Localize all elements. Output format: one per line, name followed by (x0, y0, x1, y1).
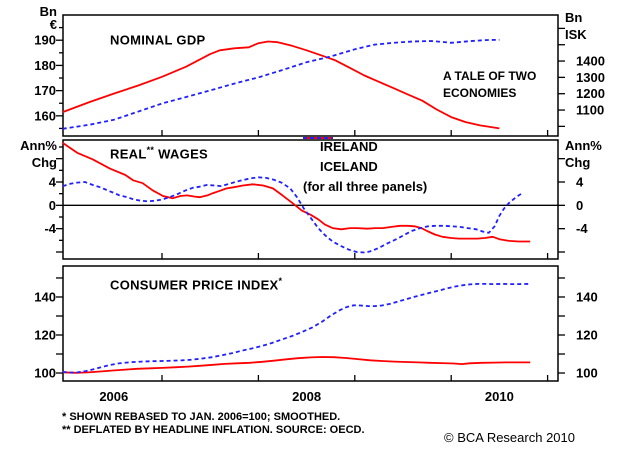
axis-tick-label: 140 (576, 289, 598, 304)
title-superscript: ** (146, 145, 155, 155)
right-axis-unit-wages: Ann% Chg (565, 137, 602, 171)
axis-tick-label: 180 (34, 58, 56, 73)
title-superscript: * (278, 276, 283, 286)
series-line-ireland (62, 356, 531, 374)
left-axis-unit-wages: Ann% Chg (0, 137, 57, 171)
series-line-iceland (62, 176, 523, 254)
axis-tick-label: 160 (34, 108, 56, 123)
axis-tick-label: 1400 (576, 54, 605, 69)
annotation-line: A TALE OF TWO (443, 69, 537, 83)
annotation-line: ECONOMIES (443, 86, 517, 100)
series-line-ireland (62, 142, 531, 243)
right-axis-unit-line: ISK (565, 27, 587, 42)
series-line-iceland (62, 282, 531, 374)
panel-title-real-wages: REAL** WAGES (110, 145, 208, 161)
title-text: REAL (110, 146, 147, 162)
left-axis-unit-gdp: Bn € (0, 5, 57, 31)
chart-annotation: A TALE OF TWO ECONOMIES (443, 68, 536, 102)
x-axis-year-label: 2010 (484, 389, 514, 404)
title-text: CONSUMER PRICE INDEX (110, 277, 279, 293)
axis-tick-label: 190 (34, 33, 56, 48)
axis-tick-label: 170 (34, 83, 56, 98)
axis-tick-label: 0 (576, 198, 583, 213)
left-axis-unit-line: Bn (39, 4, 57, 19)
footnotes: * SHOWN REBASED TO JAN. 2006=100; SMOOTH… (62, 411, 365, 437)
panel-title-cpi: CONSUMER PRICE INDEX* (110, 276, 282, 292)
axis-tick-label: -4 (576, 221, 588, 236)
legend: IRELAND ICELAND (for all three panels) (303, 136, 427, 196)
axis-tick-label: 140 (34, 289, 56, 304)
axis-tick-label: 120 (34, 328, 56, 343)
title-text: NOMINAL GDP (110, 32, 206, 48)
legend-item-ireland: IRELAND (303, 136, 427, 156)
legend-note: (for all three panels) (303, 178, 428, 194)
axis-tick-label: 100 (34, 366, 56, 381)
right-axis-unit-line: Ann% (565, 138, 602, 153)
copyright-notice: © BCA Research 2010 (444, 430, 575, 445)
title-text: WAGES (154, 146, 209, 162)
series-line-iceland (62, 38, 500, 130)
legend-swatch-iceland (303, 137, 333, 139)
right-axis-unit-gdp: Bn ISK (565, 9, 587, 43)
axis-tick-label: 4 (49, 175, 57, 190)
axis-tick-label: -4 (44, 221, 56, 236)
axis-tick-label: 1100 (576, 103, 604, 118)
axis-tick-label: 0 (49, 198, 56, 213)
left-axis-unit-line: € (49, 17, 57, 32)
x-axis-year-label: 2006 (99, 389, 129, 404)
right-axis-unit-line: Bn (565, 10, 583, 25)
left-axis-unit-line: Chg (31, 155, 57, 170)
axis-tick-label: 120 (576, 328, 598, 343)
left-axis-unit-line: Ann% (20, 138, 57, 153)
axis-tick-label: 1200 (576, 86, 605, 101)
legend-label: IRELAND (320, 138, 378, 154)
panel-frame (62, 14, 559, 137)
panel-title-nominal-gdp: NOMINAL GDP (110, 31, 206, 47)
right-axis-unit-line: Chg (565, 155, 591, 170)
legend-item-iceland: ICELAND (303, 137, 427, 176)
x-axis-year-label: 2008 (292, 389, 322, 404)
axis-tick-label: 4 (576, 175, 584, 190)
series-line-ireland (62, 40, 500, 130)
footnote-line: ** DEFLATED BY HEADLINE INFLATION. SOURC… (62, 424, 365, 436)
panel-frame (62, 265, 559, 382)
panel-frame (62, 139, 559, 260)
legend-label: ICELAND (320, 158, 378, 174)
footnote-line: * SHOWN REBASED TO JAN. 2006=100; SMOOTH… (62, 411, 341, 423)
axis-tick-label: 1300 (576, 70, 605, 85)
axis-tick-label: 100 (576, 366, 598, 381)
